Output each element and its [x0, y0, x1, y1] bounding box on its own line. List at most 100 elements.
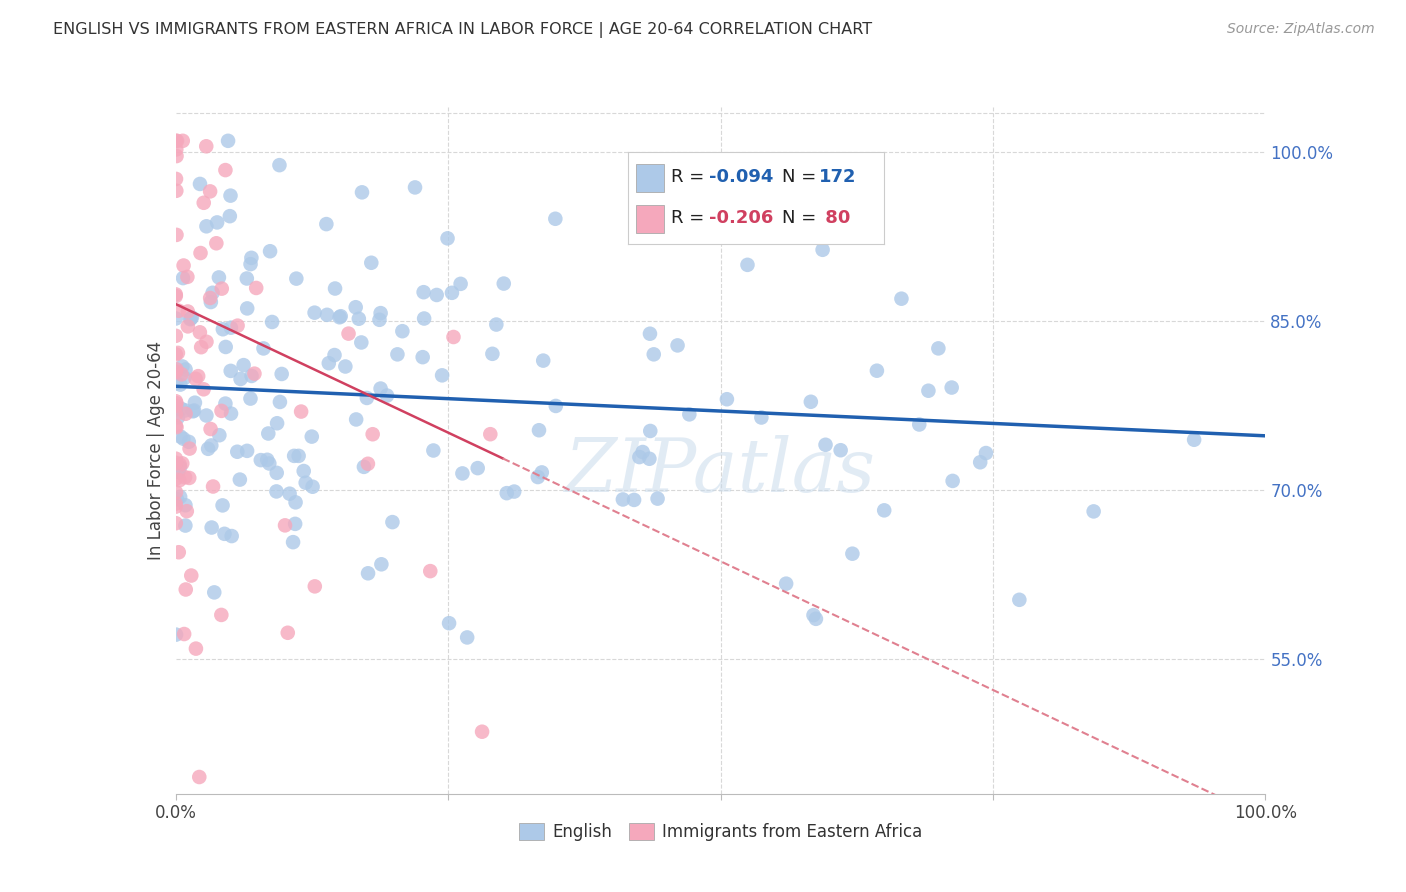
Point — [169, 458, 191, 472]
Point — [344, 412, 367, 426]
Point — [239, 257, 262, 271]
Point — [165, 500, 187, 514]
Point — [443, 330, 465, 344]
Point — [471, 724, 494, 739]
Point — [184, 372, 207, 386]
Point — [941, 380, 963, 394]
Point — [266, 466, 288, 480]
Point — [167, 303, 190, 318]
Point — [172, 134, 194, 148]
Point — [841, 547, 863, 561]
Point — [344, 300, 367, 314]
Point — [214, 163, 236, 178]
Point — [323, 348, 346, 362]
Point — [350, 186, 373, 200]
Point — [166, 149, 188, 163]
Point — [269, 158, 291, 172]
Point — [800, 394, 823, 409]
Point — [165, 376, 187, 391]
Point — [218, 209, 240, 223]
Point — [219, 364, 242, 378]
Text: -0.094: -0.094 — [709, 168, 773, 186]
Point — [166, 227, 188, 242]
Text: -0.206: -0.206 — [709, 210, 773, 227]
Point — [249, 453, 271, 467]
Point — [643, 347, 665, 361]
Point — [167, 465, 190, 479]
Point — [274, 518, 297, 533]
Point — [177, 319, 200, 334]
Point — [209, 607, 232, 622]
Point — [167, 346, 190, 360]
Point — [214, 396, 236, 410]
Point — [350, 335, 373, 350]
Point — [165, 451, 187, 466]
Point — [266, 417, 288, 431]
Point — [873, 503, 896, 517]
Point — [208, 270, 231, 285]
Point — [357, 457, 380, 471]
Point — [215, 340, 238, 354]
Point — [170, 368, 193, 382]
Point — [370, 382, 392, 396]
Point — [245, 281, 267, 295]
Point — [177, 304, 200, 318]
Point — [256, 452, 278, 467]
Point — [301, 480, 323, 494]
Point — [214, 526, 236, 541]
Point — [229, 372, 252, 386]
Point — [165, 396, 187, 410]
Point — [531, 353, 554, 368]
Point — [357, 566, 380, 581]
Text: Source: ZipAtlas.com: Source: ZipAtlas.com — [1227, 22, 1375, 37]
Point — [304, 579, 326, 593]
Point — [165, 485, 187, 500]
Point — [751, 410, 773, 425]
Point — [165, 365, 187, 379]
Point — [165, 394, 187, 409]
Point — [450, 277, 472, 291]
Point — [193, 382, 215, 396]
Point — [287, 449, 309, 463]
Point — [294, 475, 316, 490]
Point — [969, 455, 991, 469]
Point — [316, 308, 339, 322]
Point — [347, 311, 370, 326]
Point — [202, 479, 225, 493]
Point — [184, 641, 207, 656]
Point — [195, 219, 218, 234]
Point — [412, 350, 434, 364]
Point — [356, 391, 378, 405]
Point — [201, 520, 224, 534]
Point — [290, 404, 312, 418]
Point — [404, 180, 426, 194]
Point — [200, 295, 222, 310]
Point — [281, 535, 304, 549]
Point — [467, 461, 489, 475]
Point — [544, 211, 567, 226]
Point — [236, 301, 259, 316]
Point — [176, 269, 198, 284]
Point — [239, 392, 262, 406]
Point — [301, 429, 323, 443]
Point — [201, 285, 224, 300]
Point — [283, 449, 305, 463]
Point — [323, 281, 346, 295]
Text: N =: N = — [782, 210, 821, 227]
Point — [485, 318, 508, 332]
Point — [165, 328, 187, 343]
Point — [430, 368, 453, 383]
Point — [226, 318, 249, 333]
Point — [412, 285, 434, 300]
Point — [678, 408, 700, 422]
Point — [180, 568, 202, 582]
Point — [544, 399, 567, 413]
Point — [169, 490, 191, 504]
Point — [866, 364, 889, 378]
Point — [451, 467, 474, 481]
Point — [198, 291, 221, 305]
Point — [375, 388, 398, 402]
Point — [202, 585, 225, 599]
Point — [173, 627, 195, 641]
Point — [775, 576, 797, 591]
